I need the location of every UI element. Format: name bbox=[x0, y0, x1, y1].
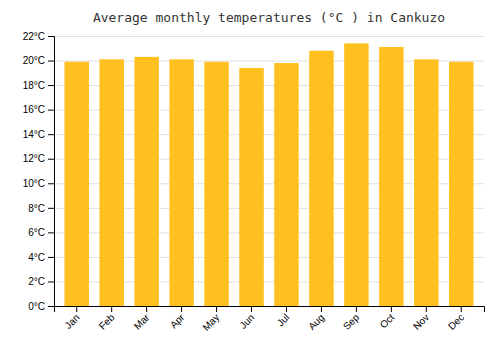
chart: 0°C 2°C 4°C 6°C 8°C 10°C 12°C 14°C 16°C 18°C 20°C 2… bbox=[0, 0, 500, 350]
tick-mark bbox=[48, 306, 54, 307]
tick-label: Jun bbox=[237, 312, 256, 331]
tick-mark bbox=[48, 61, 54, 62]
y-tick: 12°C bbox=[23, 153, 54, 164]
x-tick: Mar bbox=[132, 306, 152, 332]
tick-mark bbox=[48, 232, 54, 233]
tick-mark bbox=[48, 257, 54, 258]
tick-mark bbox=[48, 159, 54, 160]
tick-mark bbox=[48, 36, 54, 37]
tick-mark bbox=[48, 208, 54, 209]
bar bbox=[134, 57, 158, 306]
tick-label: Jan bbox=[62, 312, 81, 331]
x-tick: Apr bbox=[168, 306, 187, 330]
x-tick: Jan bbox=[62, 306, 81, 331]
tick-mark bbox=[286, 306, 287, 312]
y-tick: 16°C bbox=[23, 104, 54, 115]
tick-label: 10°C bbox=[23, 178, 45, 189]
x-axis: Jan Feb Mar Apr May Jun Jul Aug Sep Oct Nov Dec bbox=[55, 306, 485, 333]
axis-line bbox=[55, 307, 485, 313]
y-tick: 4°C bbox=[28, 252, 54, 263]
bar bbox=[309, 51, 333, 306]
x-tick: Aug bbox=[306, 306, 326, 332]
bar bbox=[344, 43, 368, 306]
bars bbox=[64, 43, 473, 306]
tick-label: Feb bbox=[97, 311, 117, 331]
tick-label: Oct bbox=[378, 312, 397, 331]
tick-label: 12°C bbox=[23, 153, 45, 164]
bar bbox=[274, 63, 298, 306]
tick-mark bbox=[181, 306, 182, 312]
title: Average monthly temperatures (°C ) in Ca… bbox=[93, 10, 445, 25]
x-tick: Feb bbox=[97, 306, 117, 332]
grid-line bbox=[54, 36, 484, 37]
tick-label: 0°C bbox=[28, 301, 45, 312]
x-tick: May bbox=[200, 306, 221, 333]
tick-label: 2°C bbox=[28, 276, 45, 287]
tick-label: Jul bbox=[275, 312, 292, 329]
y-tick: 8°C bbox=[28, 203, 54, 214]
tick-mark bbox=[426, 306, 427, 312]
tick-label: May bbox=[200, 312, 221, 333]
bar bbox=[169, 59, 193, 306]
tick-label: Dec bbox=[446, 312, 466, 332]
tick-mark bbox=[391, 306, 392, 312]
tick-mark bbox=[356, 306, 357, 312]
tick-mark bbox=[251, 306, 252, 312]
axis-line bbox=[48, 37, 55, 307]
tick-mark bbox=[48, 110, 54, 111]
y-tick: 18°C bbox=[23, 80, 54, 91]
tick-mark bbox=[111, 306, 112, 312]
tick-mark bbox=[48, 281, 54, 282]
tick-label: 18°C bbox=[23, 80, 45, 91]
y-tick: 10°C bbox=[23, 178, 54, 189]
tick-label: 14°C bbox=[23, 129, 45, 140]
tick-mark bbox=[48, 134, 54, 135]
x-tick: Jun bbox=[237, 306, 256, 331]
tick-mark bbox=[48, 183, 54, 184]
x-tick: Sep bbox=[341, 306, 362, 332]
tick-label: 4°C bbox=[28, 252, 45, 263]
tick-label: 22°C bbox=[23, 31, 45, 42]
y-tick: 22°C bbox=[23, 31, 54, 42]
y-tick: 14°C bbox=[23, 129, 54, 140]
tick-mark bbox=[76, 306, 77, 312]
y-tick: 2°C bbox=[28, 276, 54, 287]
tick-label: Mar bbox=[132, 311, 152, 331]
bar bbox=[414, 59, 438, 306]
tick-label: Aug bbox=[306, 312, 326, 332]
bar bbox=[64, 62, 88, 306]
bar bbox=[99, 59, 123, 306]
tick-label: Nov bbox=[411, 312, 431, 332]
tick-mark bbox=[321, 306, 322, 312]
tick-mark bbox=[461, 306, 462, 312]
tick-label: Apr bbox=[168, 311, 187, 330]
plot: 0°C 2°C 4°C 6°C 8°C 10°C 12°C 14°C 16°C 18°C 20°C 2… bbox=[23, 31, 485, 333]
bar bbox=[239, 68, 263, 306]
bar bbox=[379, 47, 403, 306]
tick-mark bbox=[216, 306, 217, 312]
y-tick: 20°C bbox=[23, 55, 54, 66]
bar bbox=[204, 62, 228, 306]
bar bbox=[449, 62, 473, 306]
grid bbox=[54, 37, 484, 307]
tick-label: 6°C bbox=[28, 227, 45, 238]
tick-label: 16°C bbox=[23, 104, 45, 115]
tick-label: 8°C bbox=[28, 203, 45, 214]
y-tick: 0°C bbox=[28, 301, 54, 312]
grid-tick bbox=[54, 36, 484, 37]
tick-label: 20°C bbox=[23, 55, 45, 66]
tick-mark bbox=[48, 85, 54, 86]
x-tick: Dec bbox=[446, 306, 466, 332]
y-axis: 0°C 2°C 4°C 6°C 8°C 10°C 12°C 14°C 16°C 18°C 20°C 2… bbox=[23, 31, 55, 312]
tick-label: Sep bbox=[341, 311, 362, 332]
x-tick: Jul bbox=[275, 306, 292, 328]
x-tick: Nov bbox=[411, 306, 431, 332]
y-tick: 6°C bbox=[28, 227, 54, 238]
tick-mark bbox=[146, 306, 147, 312]
x-tick: Oct bbox=[378, 306, 397, 330]
